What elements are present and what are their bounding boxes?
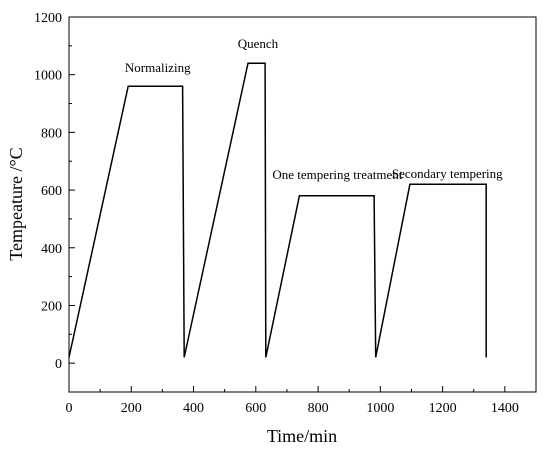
y-tick-label: 1000 — [34, 69, 62, 84]
annotation-layer: Normalizing Quench One tempering treatment… — [125, 36, 503, 182]
y-axis-ticks: 0 200 400 600 800 1000 1200 — [34, 11, 75, 372]
x-tick-label: 200 — [121, 401, 142, 416]
y-tick-label: 0 — [55, 357, 62, 372]
series-layer — [68, 62, 487, 358]
annotation-label: Quench — [238, 36, 279, 51]
plot-frame — [68, 16, 537, 393]
annotation-label: Normalizing — [125, 60, 191, 75]
y-axis-title: Tempeature /°C — [6, 147, 26, 260]
x-tick-label: 1200 — [429, 401, 457, 416]
x-tick-label: 1400 — [491, 401, 519, 416]
x-tick-label: 800 — [308, 401, 329, 416]
y-tick-label: 800 — [41, 126, 62, 141]
x-tick-label: 400 — [183, 401, 204, 416]
y-tick-label: 1200 — [34, 11, 62, 26]
y-tick-label: 200 — [41, 299, 62, 314]
y-tick-label: 600 — [41, 184, 62, 199]
x-tick-label: 600 — [245, 401, 266, 416]
series-line-0 — [68, 62, 487, 358]
x-axis-ticks: 0 200 400 600 800 1000 1200 1400 — [66, 386, 519, 416]
annotation-label: Secondary tempering — [392, 166, 503, 181]
x-axis-title: Time/min — [267, 426, 337, 446]
x-tick-label: 0 — [66, 401, 73, 416]
x-tick-label: 1000 — [366, 401, 394, 416]
annotation-label: One tempering treatment — [272, 167, 402, 182]
y-tick-label: 400 — [41, 242, 62, 257]
